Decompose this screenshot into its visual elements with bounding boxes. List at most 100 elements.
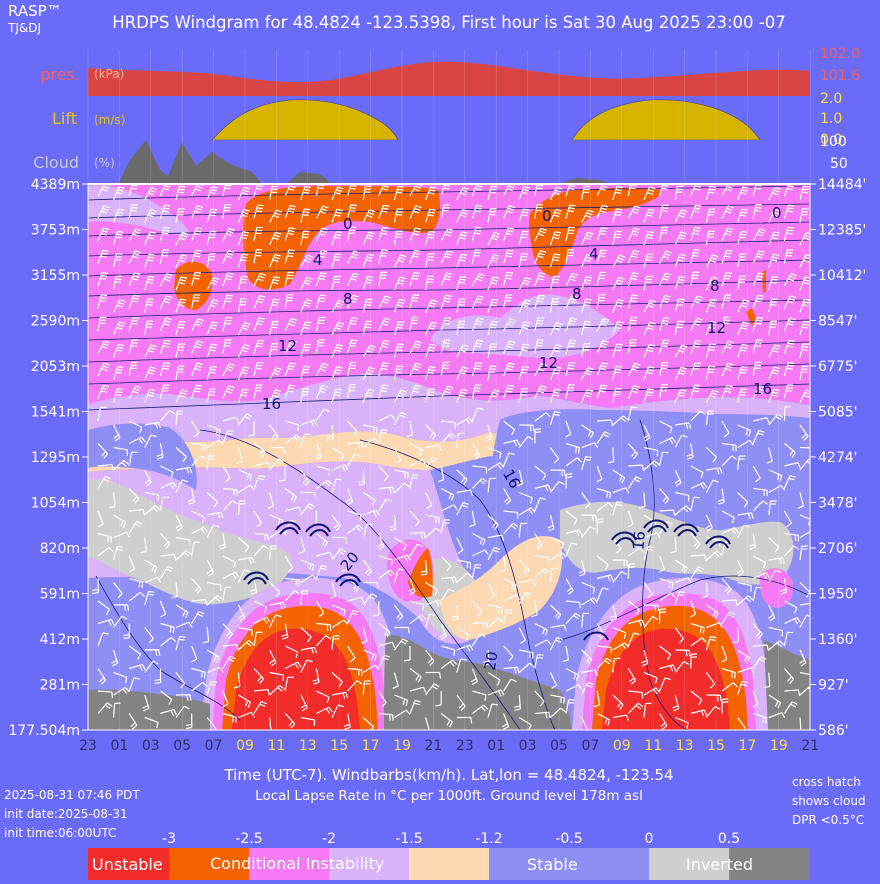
altitude-label-ft: 4274': [818, 450, 857, 466]
contour-label: 16: [753, 380, 772, 398]
altitude-label-m: 412m: [40, 632, 80, 648]
hour-label: 05: [550, 738, 568, 754]
hour-label: 17: [738, 738, 756, 754]
hour-label: 23: [456, 738, 474, 754]
hour-label: 17: [362, 738, 380, 754]
altitude-label-m: 177.504m: [8, 723, 80, 739]
altitude-label-ft: 8547': [818, 314, 857, 330]
note-line-3: DPR <0.5°C: [792, 813, 864, 827]
legend-label-unstable: Unstable: [92, 855, 163, 874]
altitude-label-ft: 2706': [818, 541, 857, 557]
contour-label: 8: [343, 290, 353, 308]
brand: RASP™: [8, 2, 62, 20]
legend-tick: 0: [645, 831, 654, 847]
lift-panel: [88, 96, 810, 140]
lift-tick-2: 2.0: [820, 91, 842, 107]
hour-label: 13: [299, 738, 317, 754]
x-axis-title: Time (UTC-7). Windbarbs(km/h). Lat,lon =…: [223, 766, 673, 784]
altitude-label-m: 4389m: [31, 177, 80, 193]
hour-label: 11: [644, 738, 662, 754]
lapse-rate-field: 0 4 8 12 16 20 0 4 8 12 16 20 0 8 12 16 …: [88, 182, 816, 733]
cloud-label: Cloud: [33, 153, 79, 172]
legend-label-stable: Stable: [527, 855, 578, 874]
altitude-label-ft: 5085': [818, 405, 857, 421]
contour-label: 12: [278, 337, 297, 355]
lift-label: Lift: [52, 109, 77, 128]
lift-unit: (m/s): [94, 113, 125, 127]
altitude-label-m: 1541m: [31, 405, 80, 421]
cloud-tick-50: 50: [830, 156, 848, 172]
legend-tick: -2.5: [235, 831, 262, 847]
altitude-label-ft: 586': [818, 723, 849, 739]
cloud-panel: [88, 140, 810, 184]
hour-label: 03: [519, 738, 537, 754]
altitude-ft-axis: 14484' 12385' 10412' 8547' 6775' 5085' 4274' 34…: [810, 177, 866, 739]
hour-label: 07: [581, 738, 599, 754]
legend-tick: -0.5: [555, 831, 582, 847]
init-date: init date:2025-08-31: [4, 807, 128, 821]
hour-label: 21: [801, 738, 819, 754]
note-line-2: shows cloud: [792, 794, 866, 808]
contour-label: 8: [710, 277, 720, 295]
altitude-label-ft: 1950': [818, 587, 857, 603]
altitude-label-m: 1054m: [31, 496, 80, 512]
altitude-label-ft: 6775': [818, 359, 857, 375]
authors: TJ&DJ: [7, 21, 41, 35]
legend-tick: -2: [322, 831, 336, 847]
pressure-tick-low: 101.6: [820, 68, 860, 84]
lapse-rate-legend: -3 -2.5 -2 -1.5 -1.2 -0.5 0 0.5 Unstable…: [88, 831, 810, 880]
contour-label: 0: [772, 204, 782, 222]
altitude-label-m: 1295m: [31, 450, 80, 466]
contour-label: 12: [707, 319, 726, 337]
legend-tick: -1.2: [475, 831, 502, 847]
hour-label: 19: [770, 738, 788, 754]
hour-label: 09: [613, 738, 631, 754]
x-axis-subtitle: Local Lapse Rate in °C per 1000ft. Groun…: [255, 788, 643, 804]
hour-label: 15: [330, 738, 348, 754]
chart-title: HRDPS Windgram for 48.4824 -123.5398, Fi…: [112, 13, 785, 32]
legend-label-conditional: Conditional Instability: [210, 854, 384, 873]
contour-label: 12: [539, 354, 558, 372]
hour-label: 21: [424, 738, 442, 754]
hour-label: 13: [676, 738, 694, 754]
altitude-label-ft: 10412': [818, 268, 866, 284]
altitude-label-m: 2053m: [31, 359, 80, 375]
contour-label: 20: [481, 650, 502, 672]
contour-label: 0: [343, 215, 353, 233]
hour-label: 09: [236, 738, 254, 754]
hour-label: 23: [79, 738, 97, 754]
contour-label: 8: [572, 285, 582, 303]
altitude-label-ft: 14484': [818, 177, 866, 193]
legend-label-inverted: Inverted: [686, 855, 753, 874]
pressure-label: pres.: [40, 65, 80, 84]
altitude-label-m: 820m: [40, 541, 80, 557]
altitude-label-ft: 927': [818, 678, 849, 694]
contour-label: 4: [313, 251, 323, 269]
altitude-m-axis: 4389m3753m3155m2590m2053m1541m1295m1054m…: [8, 177, 88, 739]
altitude-label-m: 281m: [40, 678, 80, 694]
altitude-label-m: 591m: [40, 587, 80, 603]
legend-tick: -3: [162, 831, 176, 847]
altitude-label-ft: 12385': [818, 223, 866, 239]
note-line-1: cross hatch: [792, 775, 861, 789]
hour-label: 11: [267, 738, 285, 754]
legend-swatch-stable-2: [569, 848, 649, 880]
pressure-tick-high: 102.0: [820, 46, 860, 62]
altitude-label-m: 3155m: [31, 268, 80, 284]
pressure-panel: [88, 50, 810, 96]
hour-label: 15: [707, 738, 725, 754]
legend-tick: 0.5: [718, 831, 740, 847]
init-time: init time:06:00UTC: [4, 826, 116, 840]
altitude-label-m: 2590m: [31, 314, 80, 330]
contour-label: 0: [542, 207, 552, 225]
contour-label: 16: [262, 395, 281, 413]
altitude-label-ft: 3478': [818, 496, 857, 512]
cloud-tick-100: 100: [820, 134, 847, 150]
altitude-label-ft: 1360': [818, 632, 857, 648]
run-time: 2025-08-31 07:46 PDT: [4, 788, 140, 802]
hour-label: 01: [110, 738, 128, 754]
lift-tick-1: 1.0: [820, 111, 842, 127]
hour-label: 03: [142, 738, 160, 754]
